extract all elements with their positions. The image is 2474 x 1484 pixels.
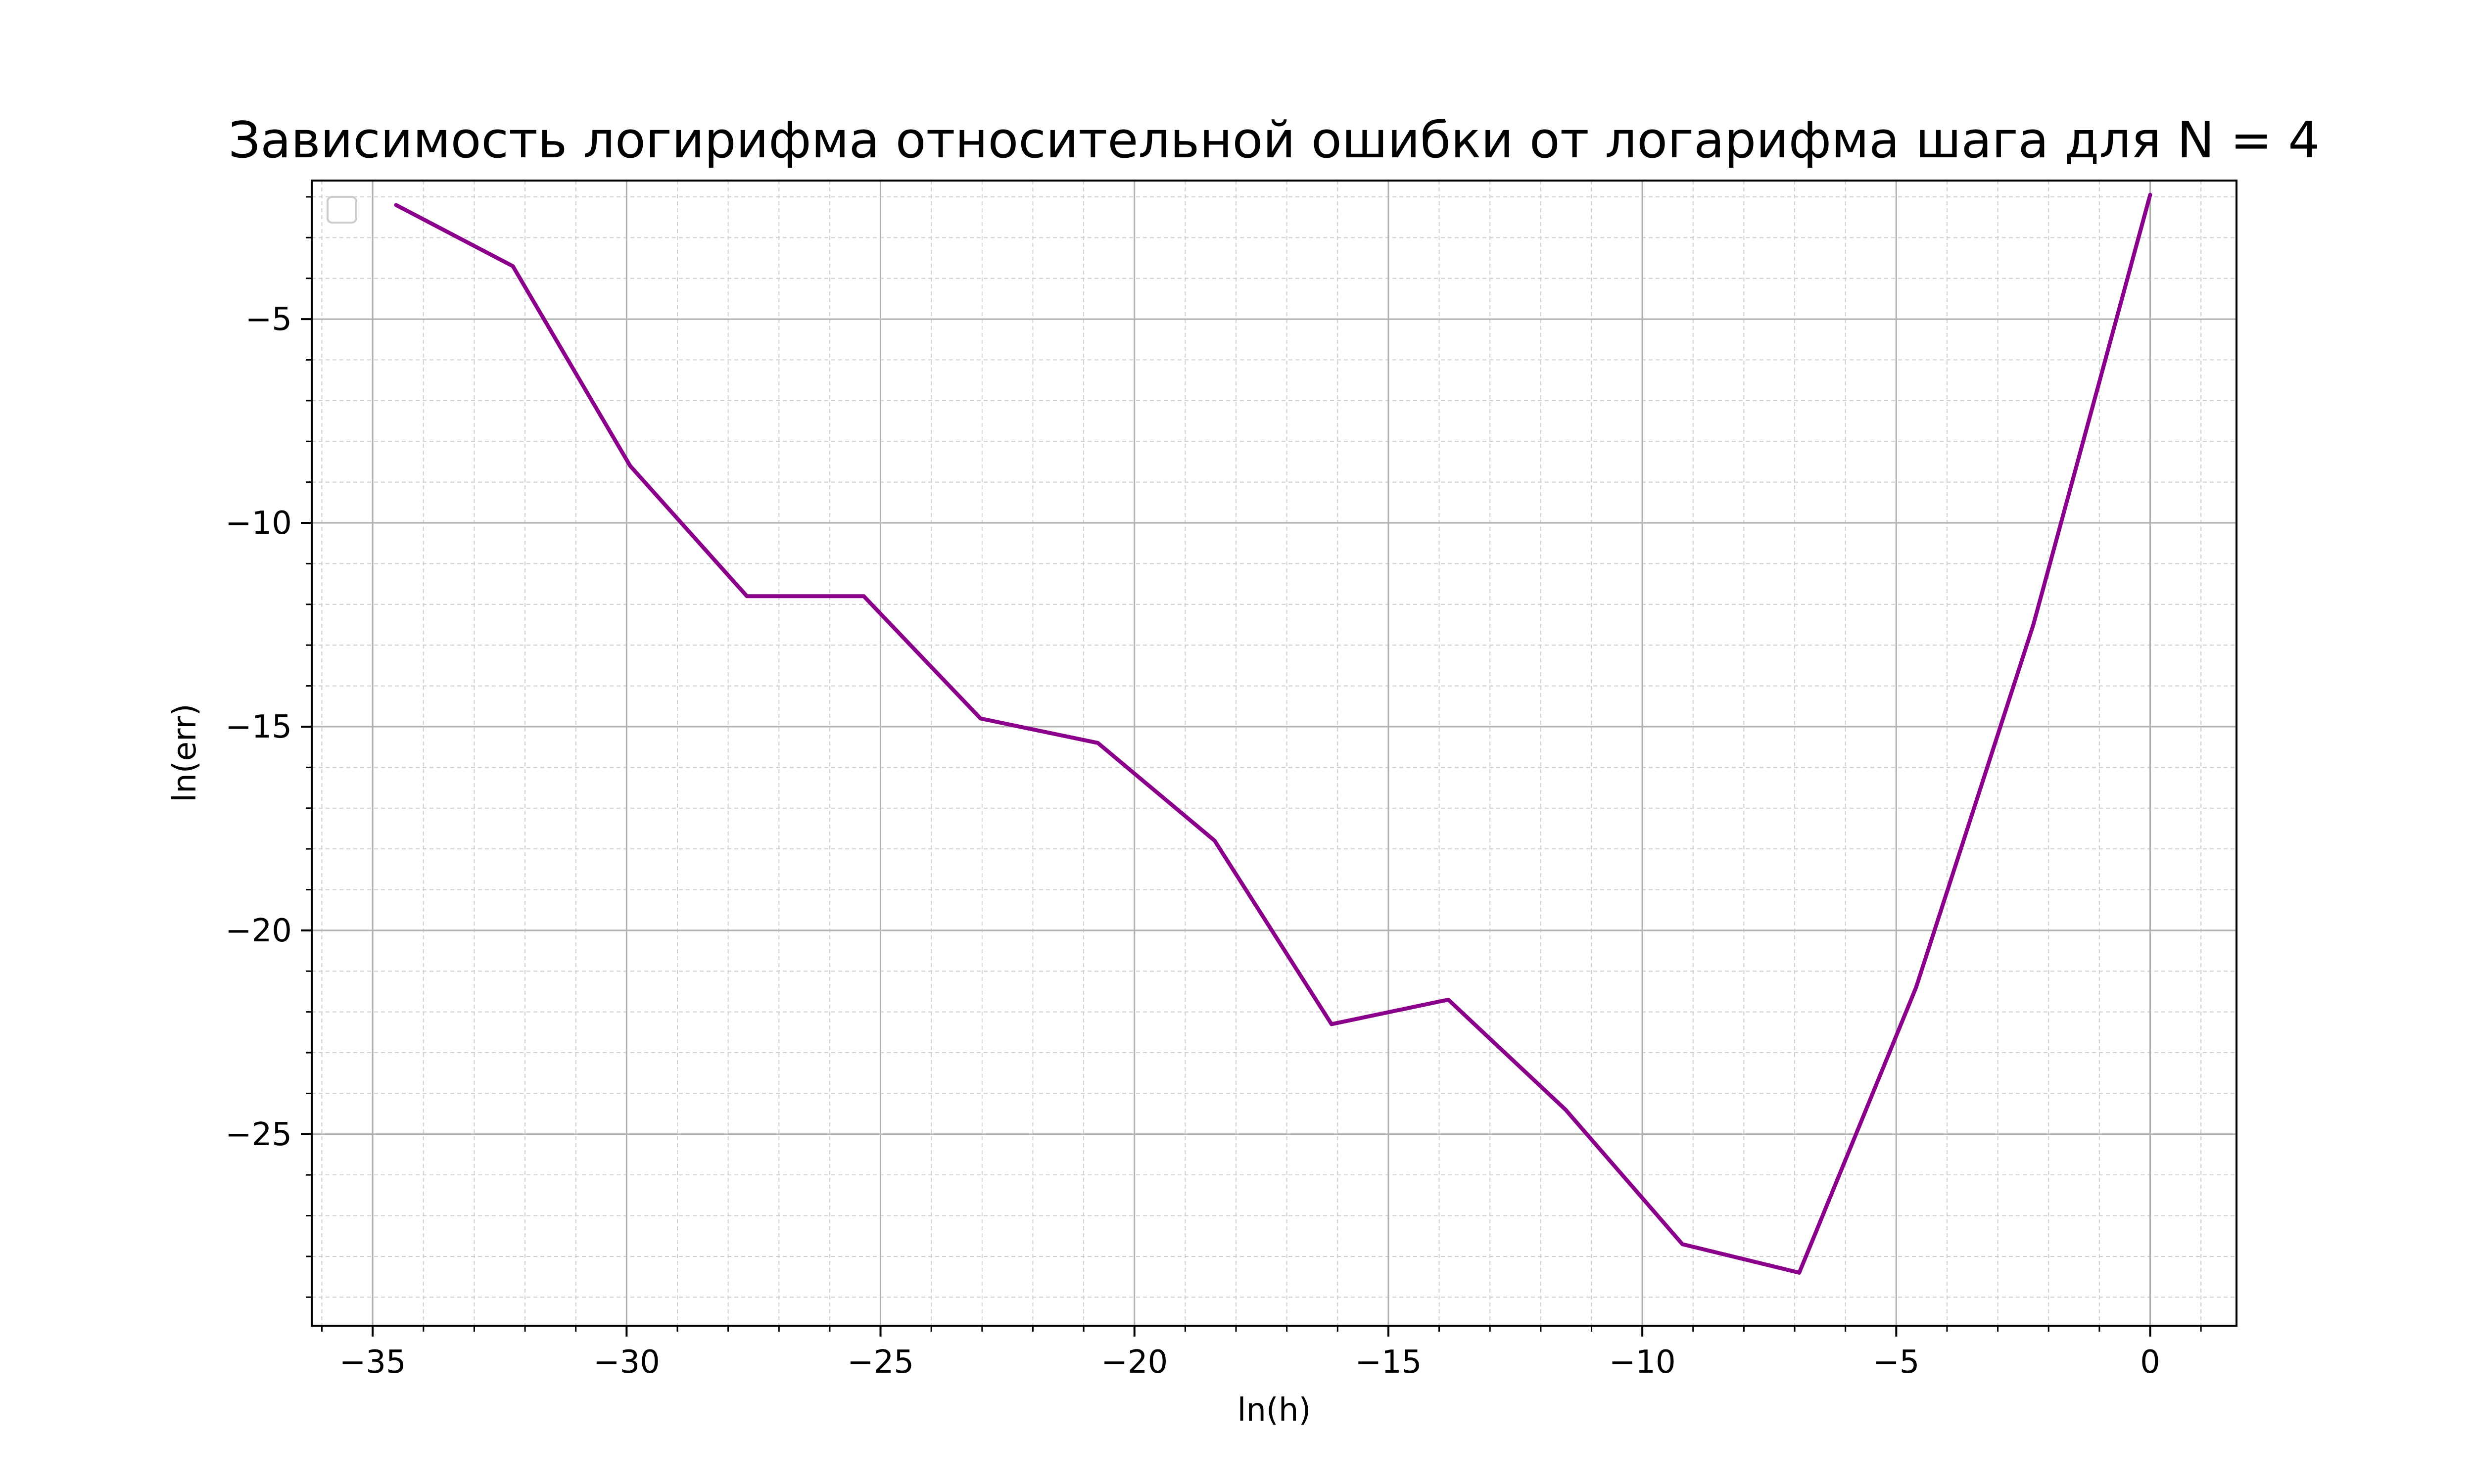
- x-tick-label: −20: [1101, 1344, 1168, 1381]
- x-axis-label: ln(h): [1237, 1392, 1311, 1429]
- y-tick-label: −10: [225, 505, 292, 542]
- x-tick-label: −5: [1873, 1344, 1919, 1381]
- legend-box: [327, 196, 357, 224]
- y-axis-label: ln(err): [167, 703, 203, 802]
- x-tick-label: −15: [1355, 1344, 1422, 1381]
- x-tick-label: −25: [847, 1344, 914, 1381]
- y-tick-label: −5: [245, 301, 292, 338]
- x-tick-labels: −35 −30 −25 −20 −15 −10 −5 0: [339, 1344, 2160, 1381]
- y-tick-labels: −5 −10 −15 −20 −25: [225, 301, 292, 1153]
- series-line: [394, 192, 2152, 1275]
- axis-ticks: [301, 196, 2202, 1337]
- major-grid: [312, 181, 2236, 1326]
- y-tick-label: −25: [225, 1116, 292, 1153]
- minor-grid: [312, 181, 2236, 1326]
- y-tick-label: −15: [225, 709, 292, 745]
- x-tick-label: −10: [1609, 1344, 1676, 1381]
- x-tick-label: 0: [2140, 1344, 2160, 1381]
- x-tick-label: −30: [593, 1344, 660, 1381]
- chart-title: Зависимость логирифма относительной ошиб…: [228, 111, 2320, 169]
- y-tick-label: −20: [225, 913, 292, 949]
- series-layer: [394, 192, 2152, 1275]
- plot-frame: [311, 180, 2237, 1327]
- x-tick-label: −35: [339, 1344, 406, 1381]
